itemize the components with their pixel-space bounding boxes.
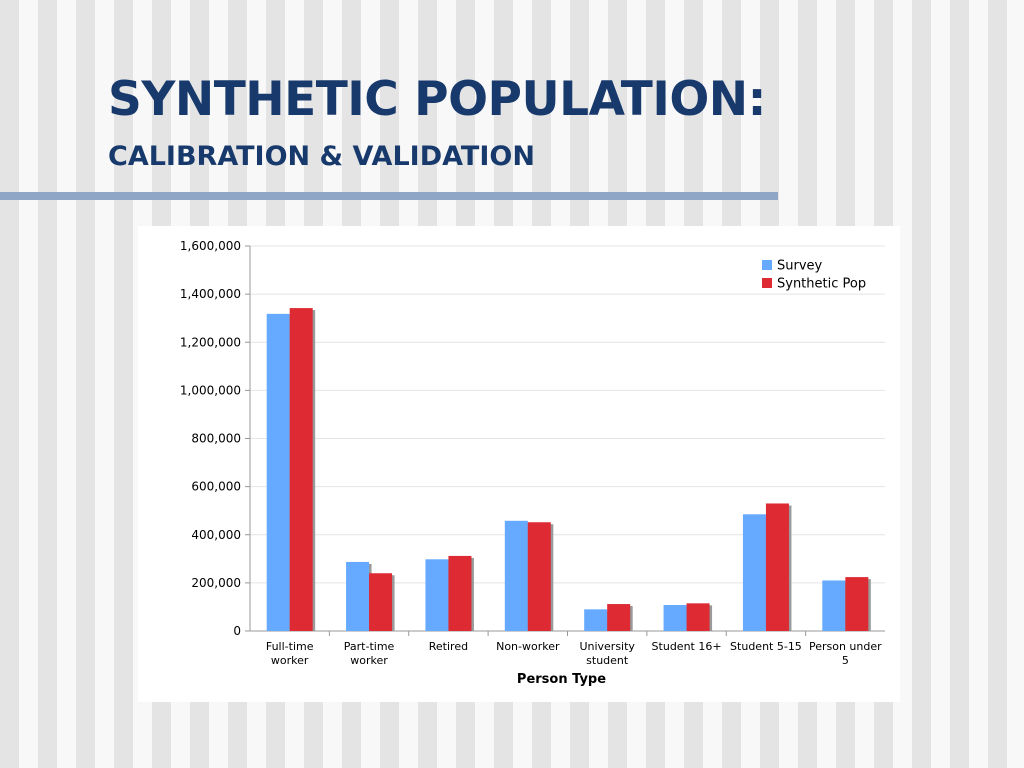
x-tick-label: Retired xyxy=(429,640,468,653)
title-divider xyxy=(0,192,778,200)
y-tick-label: 600,000 xyxy=(191,480,241,494)
bar-synthetic-pop xyxy=(369,573,393,631)
bar-chart: 0 200,000 400,000 600,000 800,000 1,000,000 1,… xyxy=(180,239,885,687)
x-tick-label: worker xyxy=(271,654,309,667)
y-tick-label: 1,000,000 xyxy=(180,383,241,397)
bar-survey xyxy=(742,514,766,631)
x-tick-label: Student 5-15 xyxy=(730,640,802,653)
bar-survey xyxy=(425,559,449,631)
legend-label: Survey xyxy=(777,259,823,274)
bar-survey xyxy=(346,561,370,631)
bar-survey xyxy=(663,605,687,631)
x-tick-label: student xyxy=(586,654,629,667)
bar-survey xyxy=(504,520,528,631)
y-tick-label: 400,000 xyxy=(191,528,241,542)
y-tick-label: 1,200,000 xyxy=(180,335,241,349)
bar-survey xyxy=(822,580,846,631)
x-tick-label: University xyxy=(579,640,635,653)
y-tick-label: 1,600,000 xyxy=(180,239,241,253)
y-tick-label: 200,000 xyxy=(191,576,241,590)
x-tick-label: worker xyxy=(350,654,388,667)
chart-panel: 0 200,000 400,000 600,000 800,000 1,000,000 1,… xyxy=(138,226,900,702)
y-tick-label: 800,000 xyxy=(191,432,241,446)
x-tick-label: Person under xyxy=(809,640,882,653)
bar-synthetic-pop xyxy=(765,503,789,631)
bar-synthetic-pop xyxy=(448,555,472,631)
bar-synthetic-pop xyxy=(289,308,313,631)
x-tick-label: Non-worker xyxy=(496,640,560,653)
bar-synthetic-pop xyxy=(607,604,631,631)
x-axis-title: Person Type xyxy=(517,672,606,687)
bar-synthetic-pop xyxy=(527,522,551,631)
slide-subtitle: CALIBRATION & VALIDATION xyxy=(108,141,535,172)
bar-survey xyxy=(584,609,608,631)
x-tick-label: Student 16+ xyxy=(652,640,722,653)
legend-swatch xyxy=(762,278,772,288)
x-tick-label: 5 xyxy=(842,654,849,667)
bar-synthetic-pop xyxy=(845,577,869,631)
legend-swatch xyxy=(762,260,772,270)
slide-title: SYNTHETIC POPULATION: xyxy=(108,72,766,127)
bar-survey xyxy=(266,313,290,631)
legend-label: Synthetic Pop xyxy=(777,277,866,292)
x-tick-label: Part-time xyxy=(344,640,395,653)
bar-synthetic-pop xyxy=(686,603,710,631)
x-tick-label: Full-time xyxy=(266,640,314,653)
y-tick-label: 1,400,000 xyxy=(180,287,241,301)
y-tick-label: 0 xyxy=(233,624,241,638)
